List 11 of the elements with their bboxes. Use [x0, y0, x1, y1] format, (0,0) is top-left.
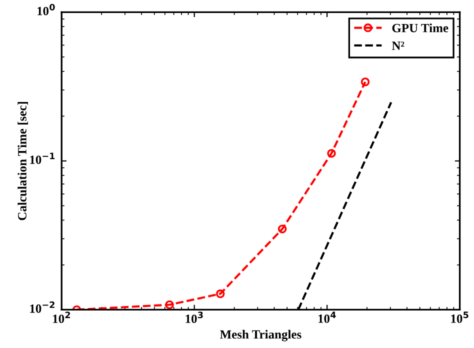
x-tick-label: 10$^{2}$	[53, 312, 70, 324]
y-tick-label: 10$^{−2}$	[30, 301, 54, 313]
legend-label: GPU Time	[392, 24, 448, 32]
x-tick-label: 10$^{4}$	[318, 312, 336, 323]
y-tick-label: 10$^{0}$	[38, 4, 55, 16]
legend-label: N²	[392, 42, 404, 50]
x-tick-label: 10$^{5}$	[451, 312, 468, 323]
x-tick-label: 10$^{3}$	[186, 312, 203, 324]
y-tick-label: 10$^{−1}$	[30, 152, 55, 164]
x-axis-title: Mesh Triangles	[220, 330, 302, 342]
y-axis-title: Calculation Time [sec]	[18, 102, 28, 220]
